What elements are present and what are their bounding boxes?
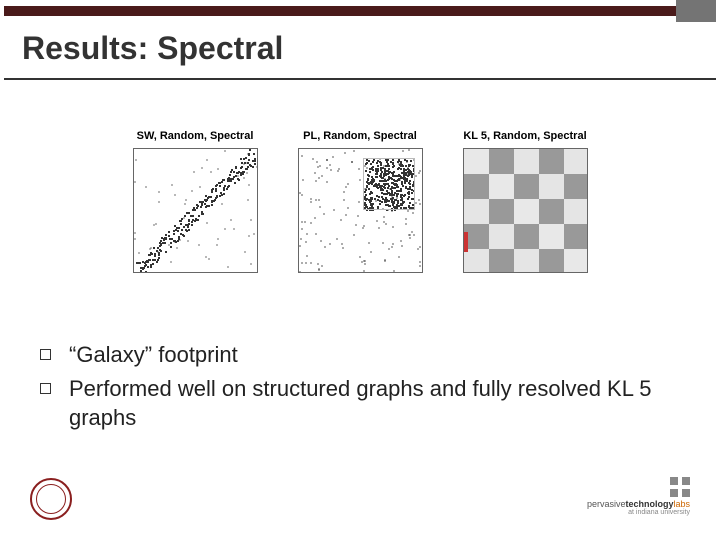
bullet-item: Performed well on structured graphs and … bbox=[40, 374, 680, 433]
panel-title: PL, Random, Spectral bbox=[298, 130, 423, 142]
title-underline bbox=[4, 78, 716, 80]
bullet-marker-icon bbox=[40, 383, 51, 394]
university-seal-icon bbox=[30, 478, 72, 520]
bullet-text: Performed well on structured graphs and … bbox=[69, 374, 680, 433]
panel-title: KL 5, Random, Spectral bbox=[463, 130, 588, 142]
bullet-marker-icon bbox=[40, 349, 51, 360]
lab-logo: pervasivetechnologylabs at indiana unive… bbox=[587, 477, 690, 516]
panel-box-checker bbox=[463, 148, 588, 273]
header-notch bbox=[676, 0, 716, 22]
panel-box-cluster bbox=[298, 148, 423, 273]
panel-box-diag bbox=[133, 148, 258, 273]
panel-pl: PL, Random, Spectral bbox=[298, 130, 423, 273]
bullet-item: “Galaxy” footprint bbox=[40, 340, 680, 370]
panels-row: SW, Random, Spectral PL, Random, Spectra… bbox=[0, 130, 720, 273]
bullet-list: “Galaxy” footprint Performed well on str… bbox=[40, 340, 680, 437]
lab-text: pervasive bbox=[587, 499, 626, 509]
lab-icon bbox=[670, 477, 690, 497]
panel-kl5: KL 5, Random, Spectral bbox=[463, 130, 588, 273]
panel-title: SW, Random, Spectral bbox=[133, 130, 258, 142]
lab-text: labs bbox=[673, 499, 690, 509]
panel-sw: SW, Random, Spectral bbox=[133, 130, 258, 273]
lab-subtext: at indiana university bbox=[587, 509, 690, 516]
lab-text: technology bbox=[625, 499, 673, 509]
bullet-text: “Galaxy” footprint bbox=[69, 340, 680, 370]
slide-title: Results: Spectral bbox=[22, 30, 283, 67]
lab-wordmark: pervasivetechnologylabs bbox=[587, 499, 690, 509]
header-bar bbox=[4, 6, 716, 16]
